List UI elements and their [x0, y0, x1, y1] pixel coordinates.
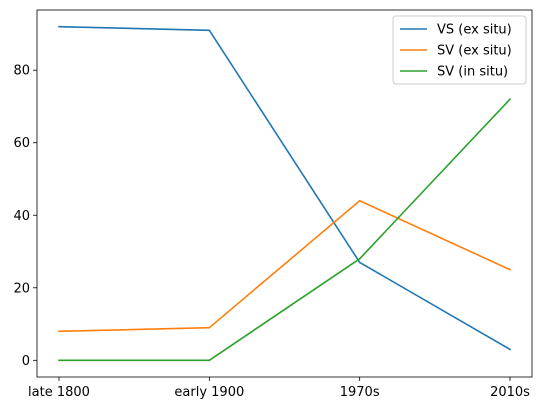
x-tick-label: 2010s	[490, 385, 530, 400]
data-point	[358, 199, 361, 202]
series-line-1	[58, 25, 511, 351]
data-point	[58, 359, 60, 362]
y-tick-label: 40	[13, 209, 30, 224]
legend-box	[392, 15, 527, 85]
y-tick-label: 80	[13, 64, 30, 79]
series-lines	[58, 25, 511, 362]
y-tick-label: 20	[13, 281, 30, 296]
data-point	[208, 359, 211, 362]
data-point	[208, 326, 211, 329]
legend-label: VS (ex situ)	[437, 23, 512, 38]
legend: VS (ex situ) SV (ex situ) SV (in situ)	[392, 15, 527, 85]
data-point	[358, 261, 361, 264]
series-line-3	[59, 98, 511, 362]
data-point	[509, 348, 511, 351]
axis-ticks: late 1800 early 1900 1970s 2010s 0 20 40 60 80	[13, 64, 530, 400]
data-point	[509, 98, 511, 101]
data-point	[58, 25, 60, 28]
data-point	[509, 268, 511, 271]
y-tick-label: 60	[13, 136, 30, 151]
x-tick-label: early 1900	[174, 385, 244, 400]
data-point	[58, 330, 60, 333]
data-point	[208, 29, 211, 32]
series-line-2	[58, 199, 511, 333]
legend-label: SV (ex situ)	[437, 44, 512, 59]
x-tick-label: late 1800	[28, 385, 90, 400]
data-point	[358, 257, 361, 260]
y-tick-label: 0	[22, 354, 30, 369]
x-tick-label: 1970s	[340, 385, 380, 400]
legend-label: SV (in situ)	[437, 65, 508, 80]
